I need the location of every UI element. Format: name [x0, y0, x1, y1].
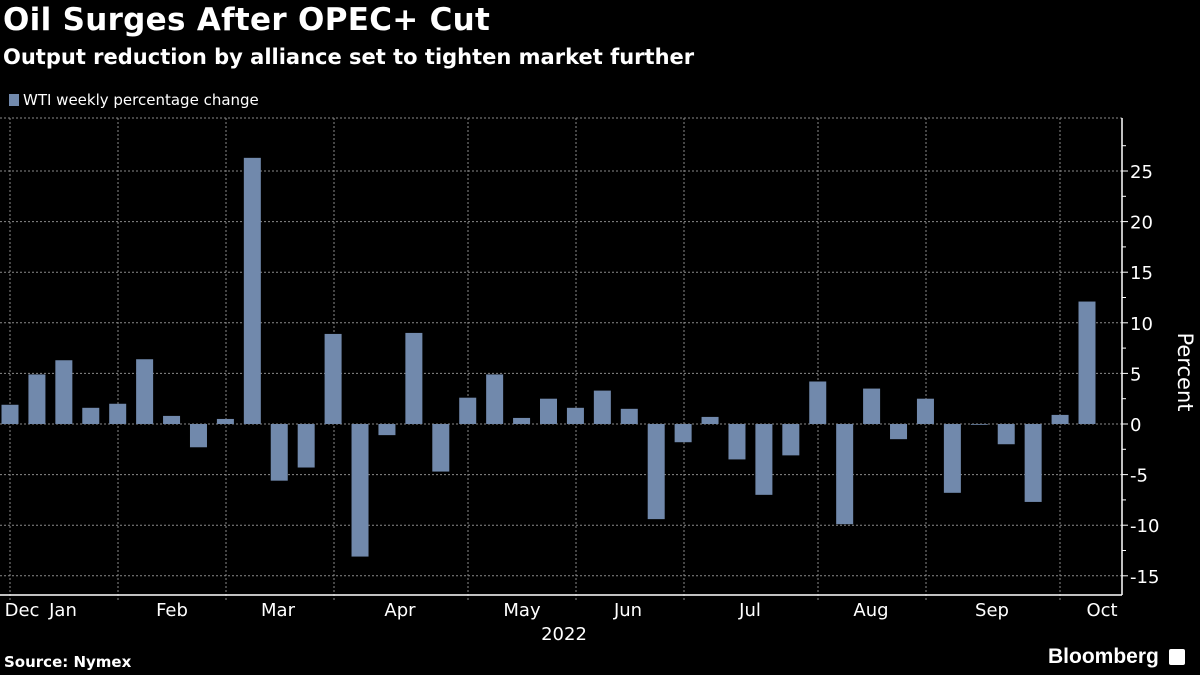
- y-tick-label: 15: [1130, 263, 1153, 284]
- x-tick-label: May: [503, 600, 541, 621]
- y-tick-label: -5: [1130, 466, 1148, 487]
- bar: [109, 403, 127, 424]
- x-tick-label: Jul: [738, 600, 761, 621]
- x-tick-label: Oct: [1086, 600, 1117, 621]
- bar: [755, 424, 773, 495]
- x-tick-label: Sep: [975, 600, 1009, 621]
- bar: [540, 398, 557, 424]
- bar: [432, 424, 450, 472]
- bar: [701, 416, 719, 424]
- bar: [163, 415, 181, 424]
- chart-subtitle: Output reduction by alliance set to tigh…: [3, 45, 695, 69]
- x-tick-label: Aug: [853, 600, 888, 621]
- brand-name: Bloomberg: [1048, 645, 1159, 668]
- x-tick-label: Mar: [261, 600, 296, 621]
- bar: [55, 360, 73, 424]
- x-tick-label: Dec: [5, 600, 40, 621]
- bar: [782, 424, 800, 456]
- bar: [1, 404, 19, 424]
- source-note: Source: Nymex: [4, 653, 132, 671]
- y-axis-label: Percent: [1173, 332, 1197, 411]
- bar: [1078, 301, 1096, 424]
- bar: [566, 407, 584, 424]
- bar: [809, 381, 827, 424]
- bloomberg-chart-icon: [1168, 649, 1185, 665]
- bar: [863, 388, 881, 424]
- bar: [593, 390, 611, 424]
- chart-title: Oil Surges After OPEC+ Cut: [3, 2, 491, 38]
- bar: [216, 418, 234, 424]
- bar: [82, 407, 100, 424]
- x-tick-label: Apr: [384, 600, 416, 621]
- bar: [486, 374, 504, 424]
- y-tick-label: 5: [1130, 364, 1141, 385]
- legend-swatch: [9, 94, 19, 106]
- bar: [378, 424, 396, 436]
- y-tick-label: -15: [1130, 567, 1159, 588]
- bar: [324, 333, 342, 424]
- x-tick-label: Jun: [613, 600, 642, 621]
- bar: [243, 157, 261, 424]
- bar: [647, 424, 665, 520]
- bar: [28, 374, 46, 424]
- bloomberg-logo: Bloomberg: [1048, 645, 1185, 669]
- y-tick-label: -10: [1130, 516, 1159, 537]
- bar: [270, 424, 288, 481]
- x-tick-label: Jan: [48, 600, 77, 621]
- bar: [836, 424, 854, 525]
- y-tick-label: 0: [1130, 415, 1141, 436]
- y-tick-label: 20: [1130, 213, 1153, 234]
- bar: [943, 424, 961, 493]
- bar: [890, 424, 908, 440]
- bar: [189, 424, 207, 448]
- bar: [1051, 414, 1069, 424]
- bar: [728, 424, 746, 460]
- bar: [513, 417, 531, 424]
- y-tick-label: 25: [1130, 162, 1153, 183]
- bar: [997, 424, 1015, 445]
- bar: [620, 408, 638, 424]
- bar: [970, 424, 988, 425]
- bar: [916, 398, 934, 424]
- legend-label: WTI weekly percentage change: [23, 91, 259, 109]
- bar: [351, 424, 369, 557]
- x-tick-label: Feb: [156, 600, 188, 621]
- x-year-label: 2022: [541, 624, 587, 645]
- bar: [136, 359, 154, 424]
- y-tick-label: 10: [1130, 314, 1153, 335]
- bar: [297, 424, 315, 468]
- bar: [459, 397, 477, 424]
- bar: [1024, 424, 1042, 502]
- bar: [674, 424, 692, 443]
- bar: [405, 332, 423, 424]
- legend: WTI weekly percentage change: [9, 91, 259, 109]
